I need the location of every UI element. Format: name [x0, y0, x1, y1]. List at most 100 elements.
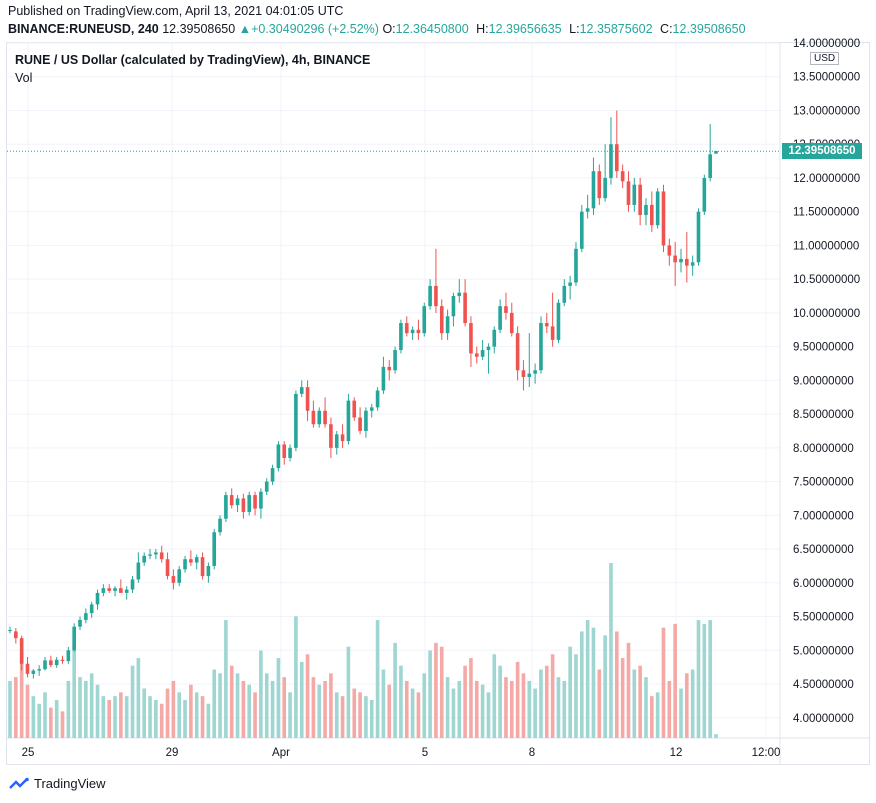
volume-bar [107, 699, 111, 738]
candle-body [375, 390, 380, 408]
volume-bar [533, 688, 537, 738]
candle-body [451, 296, 456, 317]
volume-bar [650, 696, 654, 738]
volume-bar [270, 680, 275, 738]
candle-body [84, 613, 88, 620]
volume-bar [463, 665, 467, 738]
volume-bar [60, 711, 65, 738]
volume-bar [253, 692, 257, 738]
candle-body [714, 150, 718, 154]
volume-bar [200, 696, 205, 738]
volume-bar [690, 669, 695, 738]
candle-body [66, 650, 71, 662]
footer-brand[interactable]: TradingView [8, 776, 106, 791]
volume-bar [486, 692, 491, 738]
candle-body [498, 306, 502, 330]
candle-body [124, 589, 129, 593]
candle-body [410, 329, 415, 334]
volume-bar [568, 646, 572, 738]
candle-body [416, 329, 421, 334]
candle-body [655, 191, 660, 226]
candle-body [632, 184, 637, 205]
candle-body [515, 333, 520, 371]
currency-badge[interactable]: USD [810, 52, 840, 65]
volume-bar [655, 692, 660, 738]
volume-bar [78, 677, 82, 738]
candle-body [702, 177, 707, 212]
ohlc-line: BINANCE:RUNEUSD, 240 12.39508650 ▲+0.304… [8, 22, 750, 36]
candle-body [474, 353, 479, 357]
volume-bar [696, 620, 701, 738]
candle-body [78, 619, 82, 627]
volume-bar [294, 616, 298, 738]
volume-bar [369, 699, 374, 738]
volume-bar [113, 696, 117, 738]
candle-body [200, 557, 205, 577]
candle-body [235, 498, 240, 506]
candle-body [404, 323, 409, 334]
candle-body [142, 555, 147, 563]
y-tick-label: 11.50000000 [793, 207, 859, 219]
candle-body [521, 370, 526, 378]
candle-body [218, 518, 222, 533]
candle-body [591, 171, 596, 209]
candle-body [189, 559, 193, 563]
candle-body [14, 631, 18, 639]
candle-body [19, 638, 24, 664]
volume-bar [661, 627, 666, 738]
candle-body [89, 604, 94, 614]
candle-body [299, 387, 304, 394]
volume-bar [609, 563, 613, 738]
volume-bar [43, 692, 47, 738]
volume-bar [708, 620, 712, 738]
volume-bar [340, 696, 345, 738]
candle-body [119, 588, 123, 593]
candle-body [358, 417, 362, 431]
candle-body [305, 387, 310, 411]
volume-bar [638, 665, 642, 738]
candle-body [25, 663, 30, 674]
volume-bar [597, 669, 602, 738]
volume-bar [562, 680, 567, 738]
volume-bar [159, 703, 164, 738]
volume-bar [469, 658, 473, 738]
volume-bar [620, 658, 625, 738]
volume-bar [364, 696, 368, 738]
y-tick-label: 9.00000000 [793, 375, 854, 387]
candle-body [346, 400, 351, 442]
y-tick-label: 4.50000000 [793, 679, 854, 691]
volume-bar [189, 684, 193, 738]
volume-bar [451, 688, 456, 738]
candle-body [504, 306, 508, 313]
volume-bar [615, 631, 619, 738]
volume-bar [89, 673, 94, 738]
volume-bar [544, 665, 549, 738]
volume-bar [527, 680, 532, 738]
volume-bar [714, 734, 718, 738]
volume-bar [282, 677, 287, 738]
candle-body [323, 410, 327, 425]
candle-body [550, 326, 555, 340]
published-line: Published on TradingView.com, April 13, … [8, 4, 344, 18]
y-tick-label: 13.50000000 [793, 72, 860, 84]
volume-bar [276, 658, 281, 738]
candle-body [130, 579, 135, 590]
volume-bar [305, 654, 310, 738]
volume-bar [346, 646, 351, 738]
volume-bar [404, 680, 409, 738]
volume-bar [509, 680, 514, 738]
candle-body [49, 660, 53, 666]
volume-bar [212, 669, 217, 738]
y-tick-label: 8.00000000 [793, 443, 854, 455]
candle-body [434, 285, 438, 307]
x-tick-label: Apr [272, 747, 290, 759]
volume-bar [387, 684, 392, 738]
candle-body [381, 366, 386, 391]
last-price: 12.39508650 [162, 22, 236, 36]
candle-body [428, 285, 432, 307]
x-tick-label: 29 [166, 747, 179, 759]
y-tick-label: 13.00000000 [793, 105, 860, 117]
volume-bar [154, 699, 158, 738]
candle-body [194, 557, 199, 563]
